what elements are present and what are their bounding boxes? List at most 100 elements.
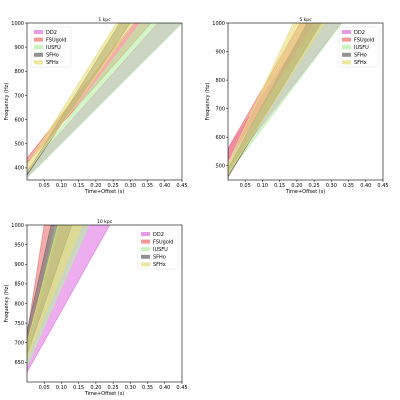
x-tick-label: 0.25 bbox=[108, 385, 119, 391]
legend-swatch-dd2 bbox=[342, 30, 351, 34]
y-tick-label: 750 bbox=[14, 321, 24, 327]
x-tick-label: 0.15 bbox=[73, 385, 84, 391]
legend-label-iusfu: IUSFU bbox=[354, 45, 369, 51]
band-sfhx bbox=[27, 225, 83, 359]
legend-swatch-fsugold bbox=[34, 37, 43, 42]
y-tick-label: 800 bbox=[14, 69, 24, 75]
x-tick-label: 0.10 bbox=[56, 183, 67, 189]
chart-panel-3: 0.05 0.10 0.15 0.20 0.25 0.30 0.35 0.40 0.45 650 7… bbox=[4, 219, 188, 397]
legend-label-dd2: DD2 bbox=[153, 232, 164, 238]
y-axis-label: Frequency (Hz) bbox=[4, 285, 10, 323]
y-tick-label: 500 bbox=[14, 142, 24, 148]
legend-label-iusfu: IUSFU bbox=[153, 247, 168, 253]
y-axis-label: Frequency (Hz) bbox=[205, 83, 211, 121]
x-tick-label: 0.35 bbox=[343, 183, 354, 189]
x-tick-label: 0.25 bbox=[108, 183, 119, 189]
x-tick-label: 0.40 bbox=[159, 183, 170, 189]
band-iusfu bbox=[228, 23, 343, 175]
legend-box bbox=[30, 26, 72, 68]
x-tick-label: 0.45 bbox=[176, 385, 187, 391]
y-tick-label: 700 bbox=[215, 106, 225, 112]
bands bbox=[27, 225, 111, 373]
legend-swatch-sfhx bbox=[141, 262, 150, 267]
legend-label-sfho: SFHo bbox=[46, 53, 59, 59]
x-axis-label: Time+Offset (s) bbox=[84, 189, 125, 195]
legend-swatch-dd2 bbox=[34, 30, 43, 34]
y-tick-label: 500 bbox=[215, 164, 225, 170]
legend-label-sfho: SFHo bbox=[153, 255, 166, 261]
legend-box bbox=[338, 26, 380, 68]
x-tick-label: 0.30 bbox=[125, 183, 136, 189]
x-tick-label: 0.15 bbox=[73, 183, 84, 189]
chart-panel-1: 0.05 0.10 0.15 0.20 0.25 0.30 0.35 0.40 0.45 400 5… bbox=[4, 17, 188, 195]
band-iusfu bbox=[27, 225, 90, 367]
bands bbox=[27, 23, 182, 179]
y-tick-label: 700 bbox=[14, 93, 24, 99]
legend-swatch-sfhx bbox=[342, 60, 351, 65]
chart-panel-2: 0.05 0.10 0.15 0.20 0.25 0.30 0.35 0.40 0.45 500 6… bbox=[205, 17, 389, 195]
y-tick-label: 850 bbox=[14, 282, 24, 288]
legend-label-fsugold: FSUgold bbox=[354, 37, 374, 43]
chart-title: 1 kpc bbox=[98, 17, 111, 23]
band-dd2 bbox=[27, 225, 111, 373]
axes-frame bbox=[26, 22, 183, 181]
axes-frame bbox=[227, 22, 384, 181]
legend-label-fsugold: FSUgold bbox=[46, 37, 66, 43]
legend-swatch-fsugold bbox=[342, 37, 351, 42]
legend-swatch-fsugold bbox=[141, 239, 150, 244]
legend-swatch-sfho bbox=[141, 254, 150, 259]
x-tick-label: 0.30 bbox=[125, 385, 136, 391]
x-axis-label: Time+Offset (s) bbox=[84, 391, 125, 397]
y-tick-label: 900 bbox=[14, 45, 24, 51]
x-tick-label: 0.30 bbox=[326, 183, 337, 189]
legend-label-sfho: SFHo bbox=[354, 53, 367, 59]
band-iusfu bbox=[27, 23, 182, 179]
y-tick-label: 800 bbox=[14, 301, 24, 307]
legend-label-dd2: DD2 bbox=[46, 30, 57, 36]
legend-swatch-sfho bbox=[342, 52, 351, 57]
x-tick-label: 0.05 bbox=[39, 183, 50, 189]
y-tick-label: 900 bbox=[14, 262, 24, 268]
x-tick-label: 0.35 bbox=[142, 183, 153, 189]
legend-label-iusfu: IUSFU bbox=[46, 45, 61, 51]
y-tick-label: 900 bbox=[215, 49, 225, 55]
x-tick-label: 0.20 bbox=[90, 385, 101, 391]
y-tick-label: 700 bbox=[14, 341, 24, 347]
y-tick-label: 600 bbox=[215, 135, 225, 141]
x-tick-label: 0.20 bbox=[90, 183, 101, 189]
x-tick-label: 0.35 bbox=[142, 385, 153, 391]
band-sfhx bbox=[228, 23, 325, 175]
legend-swatch-sfho bbox=[34, 52, 43, 57]
x-tick-label: 0.05 bbox=[240, 183, 251, 189]
y-tick-label: 800 bbox=[215, 78, 225, 84]
band-sfhx bbox=[27, 23, 135, 174]
x-tick-label: 0.45 bbox=[377, 183, 388, 189]
y-tick-label: 1000 bbox=[212, 21, 225, 27]
chart-title: 5 kpc bbox=[299, 17, 312, 23]
bands bbox=[228, 23, 343, 178]
legend-label-sfhx: SFHx bbox=[46, 60, 59, 66]
y-tick-label: 650 bbox=[14, 360, 24, 366]
legend-swatch-dd2 bbox=[141, 232, 150, 236]
legend-swatch-iusfu bbox=[342, 45, 351, 50]
x-tick-label: 0.20 bbox=[291, 183, 302, 189]
y-tick-label: 600 bbox=[14, 117, 24, 123]
legend-swatch-sfhx bbox=[34, 60, 43, 65]
x-tick-label: 0.15 bbox=[274, 183, 285, 189]
y-tick-label: 1000 bbox=[11, 223, 24, 229]
y-tick-label: 950 bbox=[14, 242, 24, 248]
x-tick-label: 0.25 bbox=[309, 183, 320, 189]
legend-label-dd2: DD2 bbox=[354, 30, 365, 36]
chart-title: 10 kpc bbox=[97, 219, 113, 225]
y-axis-label: Frequency (Hz) bbox=[4, 83, 10, 121]
x-tick-label: 0.40 bbox=[360, 183, 371, 189]
x-tick-label: 0.45 bbox=[176, 183, 187, 189]
legend-label-fsugold: FSUgold bbox=[153, 239, 173, 245]
legend-box bbox=[137, 228, 179, 270]
x-tick-label: 0.05 bbox=[39, 385, 50, 391]
x-tick-label: 0.40 bbox=[159, 385, 170, 391]
